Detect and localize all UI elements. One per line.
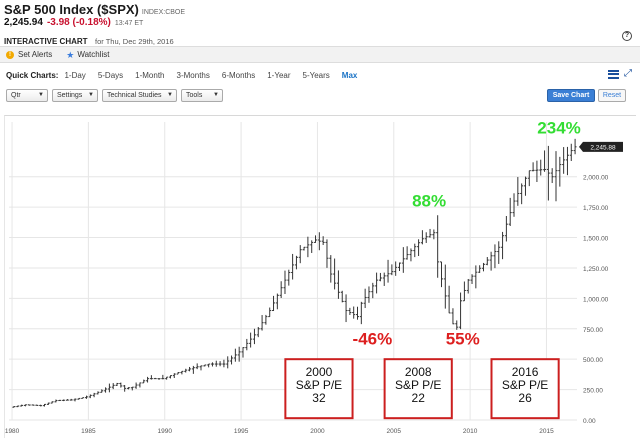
pe-box-line: 32 (312, 391, 326, 405)
pe-box (383, 358, 453, 420)
percent-annotation: 234% (537, 119, 580, 138)
alert-icon: ! (6, 50, 14, 59)
y-tick-label: 1,000.00 (583, 296, 609, 303)
watchlist-button[interactable]: ★ Watchlist (66, 50, 109, 59)
y-tick-label: 500.00 (583, 357, 603, 364)
title-row: S&P 500 Index ($SPX) INDEX:CBOE (4, 2, 185, 17)
quick-charts-bar: Quick Charts: 1-Day 5-Days 1-Month 3-Mon… (0, 66, 640, 84)
alerts-bar: ! Set Alerts ★ Watchlist (0, 46, 640, 63)
quick-chart-1-year[interactable]: 1-Year (267, 70, 291, 80)
period-value: Qtr (11, 92, 21, 99)
chevron-down-icon: ▼ (167, 92, 173, 98)
pe-box (284, 358, 354, 420)
x-tick-label: 1980 (5, 428, 20, 435)
exchange-label: INDEX:CBOE (141, 9, 186, 16)
help-icon[interactable]: ? (622, 31, 632, 41)
quick-chart-3-months[interactable]: 3-Months (176, 70, 210, 80)
y-tick-label: 1,750.00 (583, 205, 609, 212)
menu-icon[interactable] (608, 69, 619, 79)
technical-studies-dropdown[interactable]: Technical Studies ▼ (102, 89, 177, 102)
chevron-down-icon: ▼ (213, 92, 219, 98)
reset-button[interactable]: Reset (598, 89, 626, 102)
price-change: -3.98 (-0.18%) (46, 17, 111, 28)
chart-area[interactable]: 2,000.00 1,750.00 1,500.00 1,250.00 1,000.00… (4, 115, 636, 438)
x-tick-label: 1995 (234, 428, 249, 435)
settings-dropdown[interactable]: Settings ▼ (52, 89, 98, 102)
percent-annotation: 88% (412, 192, 446, 211)
pe-box-line: 2016 (512, 365, 539, 379)
quote-time: 13:47 ET (114, 20, 144, 27)
chevron-down-icon: ▼ (38, 92, 44, 98)
pe-box-line: S&P P/E (395, 378, 441, 392)
chart-view-icons: ⤢ (608, 69, 632, 79)
last-price: 2,245.94 (4, 17, 43, 28)
y-tick-label: 2,000.00 (583, 175, 609, 182)
settings-label: Settings (57, 92, 83, 99)
y-tick-label: 0.00 (583, 418, 596, 425)
index-title: S&P 500 Index ($SPX) (4, 2, 139, 17)
x-tick-label: 2005 (387, 428, 402, 435)
x-tick-label: 2015 (539, 428, 554, 435)
pe-box-line: S&P P/E (502, 378, 548, 392)
x-tick-label: 2010 (463, 428, 478, 435)
technical-studies-label: Technical Studies (107, 92, 162, 99)
x-tick-label: 1985 (81, 428, 96, 435)
pe-box-line: S&P P/E (296, 378, 342, 392)
quick-charts-label: Quick Charts: (6, 70, 59, 80)
tools-label: Tools (186, 92, 203, 99)
quick-chart-1-month[interactable]: 1-Month (135, 70, 165, 80)
quick-chart-5-years[interactable]: 5-Years (302, 70, 330, 80)
set-alerts-button[interactable]: ! Set Alerts (6, 50, 52, 59)
expand-icon[interactable]: ⤢ (624, 68, 632, 79)
y-tick-label: 750.00 (583, 327, 603, 334)
x-tick-label: 1990 (158, 428, 173, 435)
y-tick-label: 1,250.00 (583, 266, 609, 273)
price-row: 2,245.94 -3.98 (-0.18%) 13:47 ET (4, 17, 143, 28)
pe-box (490, 358, 560, 420)
pe-box-line: 2008 (405, 365, 432, 379)
interactive-chart-row: INTERACTIVE CHART for Thu, Dec 29th, 201… (4, 31, 174, 49)
save-chart-button[interactable]: Save Chart (547, 89, 595, 102)
x-tick-label: 2000 (310, 428, 325, 435)
period-dropdown[interactable]: Qtr ▼ (6, 89, 48, 102)
star-icon: ★ (66, 49, 75, 60)
last-price-flag (579, 141, 623, 152)
chevron-down-icon: ▼ (88, 92, 94, 98)
pe-box-line: 22 (412, 391, 426, 405)
pe-box-line: 2000 (306, 365, 333, 379)
quick-chart-5-days[interactable]: 5-Days (97, 70, 124, 80)
chart-toolbar: Qtr ▼ Settings ▼ Technical Studies ▼ Too… (0, 88, 640, 106)
y-tick-label: 1,500.00 (583, 236, 609, 243)
price-chart[interactable]: 2,000.00 1,750.00 1,500.00 1,250.00 1,000.00… (5, 116, 637, 438)
set-alerts-label: Set Alerts (18, 50, 53, 59)
tools-dropdown[interactable]: Tools ▼ (181, 89, 223, 102)
quick-chart-1-day[interactable]: 1-Day (64, 70, 86, 80)
quick-chart-6-months[interactable]: 6-Months (221, 70, 256, 80)
pe-box-line: 26 (518, 391, 532, 405)
percent-annotation: 55% (446, 330, 480, 349)
quick-chart-max[interactable]: Max (341, 70, 358, 80)
interactive-chart-label: INTERACTIVE CHART (4, 37, 88, 46)
y-tick-label: 250.00 (583, 388, 603, 395)
percent-annotation: -46% (353, 330, 393, 349)
quote-header: S&P 500 Index ($SPX) INDEX:CBOE 2,245.94… (0, 0, 640, 46)
chart-date-label: for Thu, Dec 29th, 2016 (95, 37, 174, 46)
last-price-label: 2,245.88 (590, 144, 616, 151)
watchlist-label: Watchlist (77, 50, 110, 59)
